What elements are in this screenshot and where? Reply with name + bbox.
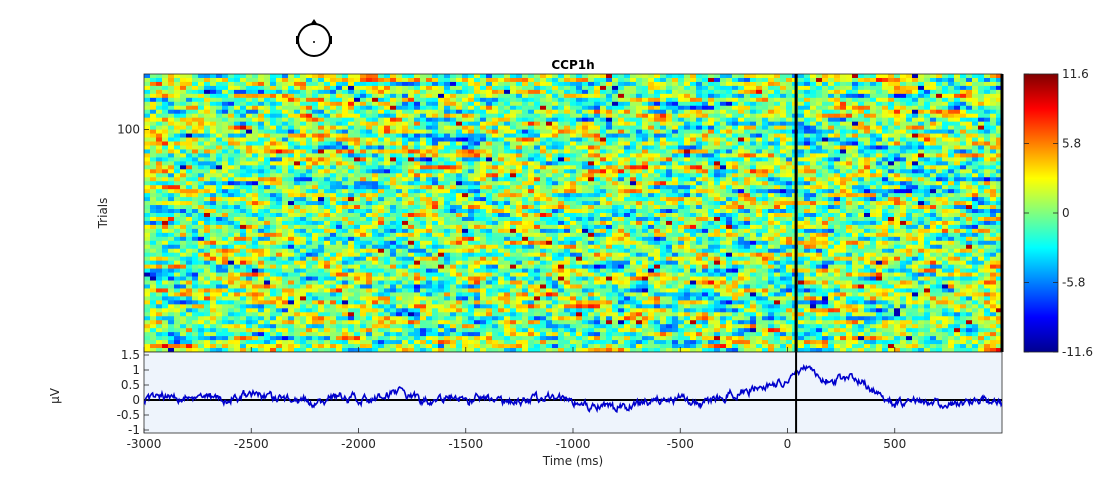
x-tick-label: -1000: [556, 437, 591, 451]
erp-y-tick-label: 0: [132, 393, 140, 407]
colorbar-tick-label: 0: [1062, 206, 1070, 220]
erp-y-tick-label: 0.5: [121, 378, 140, 392]
colorbar-tick-label: 11.6: [1062, 67, 1089, 81]
x-axis-label: Time (ms): [542, 454, 604, 468]
colorbar-tick-label: -5.8: [1062, 276, 1085, 290]
erp-y-tick-label: 1: [132, 363, 140, 377]
erp-image-heatmap: [144, 74, 1002, 352]
colorbar-tick-label: -11.6: [1062, 345, 1093, 359]
colorbar: 11.6 5.8 0 -5.8 -11.6: [1024, 67, 1093, 359]
x-tick-label: 0: [784, 437, 792, 451]
x-tick-label: -2500: [234, 437, 269, 451]
colorbar-tick-label: 5.8: [1062, 137, 1081, 151]
x-tick-label: -1500: [448, 437, 483, 451]
erp-y-axis-label: μV: [48, 387, 62, 404]
x-tick-label: -500: [667, 437, 694, 451]
heatmap-y-axis-label: Trials: [96, 198, 110, 230]
heatmap-cells: [144, 74, 1002, 352]
erp-y-tick-label: 1.5: [121, 348, 140, 362]
heatmap-y-tick-label: 100: [117, 123, 140, 137]
x-tick-label: 500: [883, 437, 906, 451]
erp-average-panel: -3000 -2500 -2000 -1500 -1000 -500 0 500 1.510.…: [117, 347, 1002, 451]
erp-y-tick-label: -1: [128, 423, 140, 437]
plot-title: CCP1h: [551, 58, 594, 72]
head-topography-icon: [296, 19, 332, 56]
x-tick-label: -3000: [127, 437, 162, 451]
erp-y-tick-label: -0.5: [117, 408, 140, 422]
x-tick-label: -2000: [341, 437, 376, 451]
